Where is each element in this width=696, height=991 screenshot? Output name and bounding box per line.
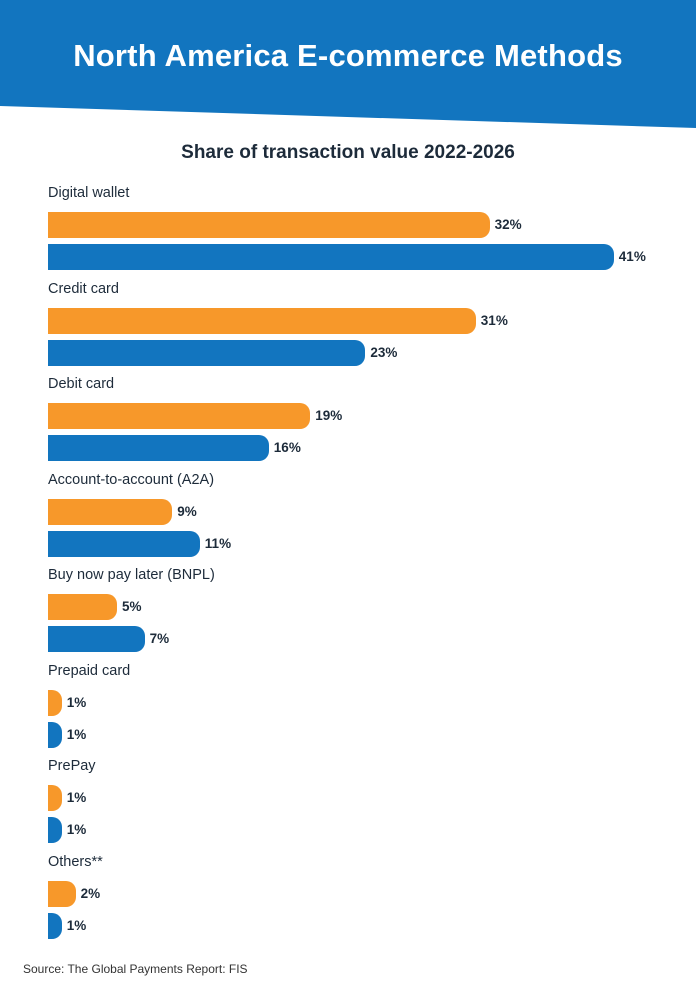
bar-series-1 xyxy=(48,403,311,429)
data-label: 31% xyxy=(480,312,508,328)
bar-series-2 xyxy=(48,339,366,366)
data-label: 1% xyxy=(66,917,87,933)
category-label: Prepaid card xyxy=(48,662,131,679)
bar-series-2 xyxy=(48,530,200,557)
data-label: 1% xyxy=(66,790,87,805)
data-label: 16% xyxy=(273,440,301,455)
bar-series-2 xyxy=(48,244,614,270)
bar-series-1 xyxy=(48,880,76,907)
bar-series-1 xyxy=(48,785,62,811)
bar-series-1 xyxy=(48,498,173,525)
bar-series-1 xyxy=(48,689,62,716)
bar-series-1 xyxy=(48,212,490,238)
header-banner-shape xyxy=(0,0,696,128)
data-label: 41% xyxy=(618,249,646,264)
bar-series-2 xyxy=(48,817,62,843)
bar-series-1 xyxy=(48,307,476,334)
data-label: 9% xyxy=(177,503,197,519)
bar-series-2 xyxy=(48,626,145,652)
category-label: Account-to-account (A2A) xyxy=(48,471,215,488)
category-label: PrePay xyxy=(48,758,96,774)
data-label: 19% xyxy=(315,408,343,423)
data-label: 5% xyxy=(122,599,142,614)
category-label: Buy now pay later (BNPL) xyxy=(48,567,215,583)
bar-series-2 xyxy=(48,721,62,748)
bar-series-2 xyxy=(48,435,269,461)
data-label: 32% xyxy=(494,217,522,232)
bar-series-1 xyxy=(48,594,117,620)
category-label: Credit card xyxy=(48,280,119,297)
data-label: 1% xyxy=(66,726,87,742)
data-label: 7% xyxy=(149,631,170,646)
data-label: 11% xyxy=(204,535,232,551)
header-banner xyxy=(0,0,696,128)
category-label: Digital wallet xyxy=(48,185,130,201)
data-label: 1% xyxy=(66,694,87,710)
chart-title: Share of transaction value 2022-2026 xyxy=(181,142,515,163)
source-note: Source: The Global Payments Report: FIS xyxy=(23,962,248,976)
data-label: 1% xyxy=(66,822,87,837)
data-label: 23% xyxy=(370,344,398,360)
page-title: North America E-commerce Methods xyxy=(73,38,623,73)
category-label: Debit card xyxy=(48,376,115,392)
data-label: 2% xyxy=(80,885,101,901)
category-label: Others** xyxy=(48,853,103,870)
bar-series-2 xyxy=(48,912,62,939)
